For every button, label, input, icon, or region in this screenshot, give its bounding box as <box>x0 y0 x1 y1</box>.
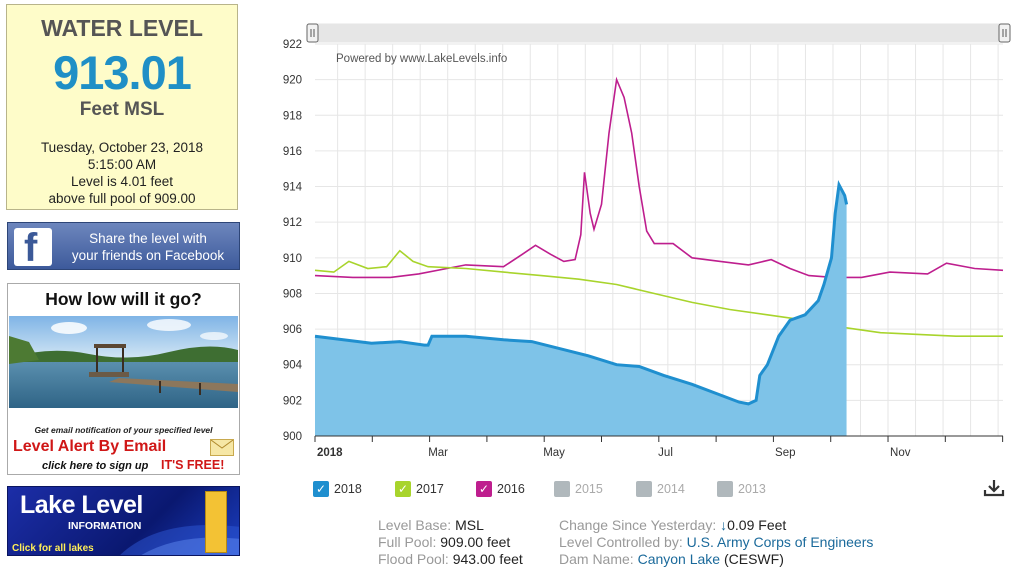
series-area-2018 <box>315 184 847 436</box>
dam-name-label: Dam Name: <box>559 551 634 567</box>
checkbox-unchecked-icon <box>717 481 733 497</box>
legend-label: 2015 <box>575 482 603 496</box>
y-tick-label: 910 <box>283 253 302 265</box>
level-base-label: Level Base: <box>378 517 452 533</box>
x-tick-label: Nov <box>890 447 911 459</box>
alert-ad-description: Get email notification of your specified… <box>34 425 213 435</box>
envelope-icon <box>210 439 234 456</box>
full-pool-value: 909.00 feet <box>440 534 511 550</box>
series-line-2017 <box>314 249 1003 338</box>
water-level-panel: WATER LEVEL 913.01 Feet MSL Tuesday, Oct… <box>6 4 238 210</box>
download-icon[interactable] <box>983 478 1005 498</box>
dam-code: (CESWF) <box>723 551 784 567</box>
controlled-by-link[interactable]: U.S. Army Corps of Engineers <box>686 534 874 550</box>
legend-label: 2014 <box>657 482 685 496</box>
y-tick-label: 914 <box>283 182 303 194</box>
pool-info: Level Base: MSL Full Pool: 909.00 feet F… <box>378 517 523 568</box>
y-tick-label: 908 <box>283 288 302 300</box>
change-value: 0.09 Feet <box>727 517 787 533</box>
controlled-by-label: Level Controlled by: <box>559 534 683 550</box>
legend-label: 2016 <box>497 482 525 496</box>
chart-credit: Powered by www.LakeLevels.info <box>336 53 507 65</box>
dam-name-link[interactable]: Canyon Lake <box>637 551 721 567</box>
y-tick-label: 904 <box>283 360 303 372</box>
lake-level-title: Lake Level <box>20 491 143 519</box>
navigator-left-handle[interactable] <box>306 23 319 43</box>
water-level-value: 913.01 <box>53 46 192 99</box>
alert-signup-link[interactable]: click here to sign up <box>42 460 149 472</box>
x-tick-label: Sep <box>775 447 795 459</box>
y-tick-label: 922 <box>283 39 302 51</box>
checkbox-unchecked-icon <box>636 481 652 497</box>
water-level-unit: Feet MSL <box>79 99 165 120</box>
facebook-share-text: Share the level with your friends on Fac… <box>71 231 225 263</box>
facebook-icon: f <box>14 226 52 270</box>
water-level-details: Tuesday, October 23, 2018 5:15:00 AM Lev… <box>7 139 237 207</box>
gauge-icon <box>205 491 227 553</box>
x-tick-label-year: 2018 <box>317 447 343 459</box>
checkbox-unchecked-icon <box>554 481 570 497</box>
series-line-2018 <box>314 179 849 406</box>
x-tick-label: Jul <box>658 447 673 459</box>
x-tick-label: Mar <box>428 447 448 459</box>
alert-ad-title: How low will it go? <box>45 289 202 309</box>
y-tick-label: 912 <box>283 217 302 229</box>
water-level-title: WATER LEVEL <box>41 15 203 41</box>
alert-ad-headline: Level Alert By Email <box>13 438 167 455</box>
level-alert-ad[interactable]: How low will it go? <box>7 283 240 475</box>
navigator-right-handle[interactable] <box>998 23 1011 43</box>
y-tick-label: 920 <box>283 75 302 87</box>
checkbox-checked-icon: ✓ <box>476 481 492 497</box>
checkbox-checked-icon: ✓ <box>395 481 411 497</box>
all-lakes-link[interactable]: Click for all lakes <box>12 543 94 554</box>
y-tick-label: 900 <box>283 431 302 443</box>
water-level-chart: 900 902 904 906 908 910 912 914 916 918 920 922 Powe… <box>283 23 1011 459</box>
y-tick-label: 902 <box>283 395 302 407</box>
flood-pool-label: Flood Pool: <box>378 551 449 567</box>
alert-free-label: IT'S FREE! <box>161 458 225 472</box>
flood-pool-value: 943.00 feet <box>452 551 523 567</box>
lake-dock-photo <box>9 316 238 408</box>
level-difference: Level is 4.01 feet <box>70 174 174 189</box>
legend-label: 2013 <box>738 482 766 496</box>
y-tick-label: 916 <box>283 146 302 158</box>
x-tick-label: May <box>543 447 565 459</box>
chart-navigator <box>310 23 1008 43</box>
chart-plot-area: 900 902 904 906 908 910 912 914 916 918 920 922 Powe… <box>283 23 1011 459</box>
legend-label: 2018 <box>334 482 362 496</box>
lake-info: Change Since Yesterday: ↓0.09 Feet Level… <box>559 517 873 568</box>
lake-level-subtitle: INFORMATION <box>68 520 142 532</box>
level-base-value: MSL <box>455 517 484 533</box>
reading-time: 5:15:00 AM <box>87 157 157 172</box>
facebook-share-banner[interactable]: f Share the level with your friends on F… <box>7 222 240 270</box>
y-tick-label: 906 <box>283 324 302 336</box>
full-pool-label: Full Pool: <box>378 534 437 550</box>
chart-legend: ✓ 2018 ✓ 2017 ✓ 2016 2015 2014 2013 <box>313 480 973 498</box>
legend-label: 2017 <box>416 482 444 496</box>
down-arrow-icon: ↓ <box>720 517 728 533</box>
change-label: Change Since Yesterday: <box>559 517 717 533</box>
checkbox-checked-icon: ✓ <box>313 481 329 497</box>
reading-date: Tuesday, October 23, 2018 <box>40 140 204 155</box>
lake-level-info-banner[interactable]: Lake Level INFORMATION Click for all lak… <box>7 486 240 556</box>
full-pool-reference: above full pool of 909.00 <box>48 191 196 206</box>
y-tick-label: 918 <box>283 110 302 122</box>
